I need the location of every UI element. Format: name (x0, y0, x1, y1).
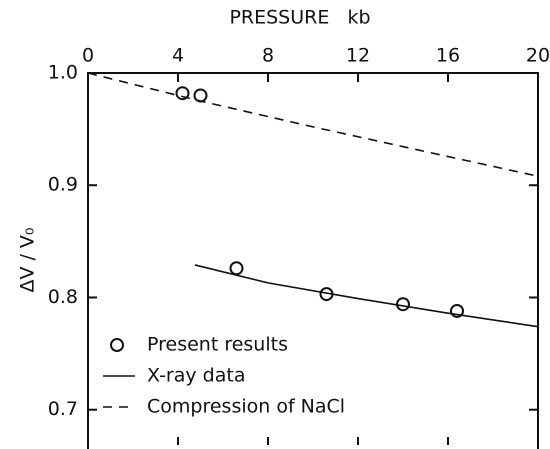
data-point (396, 297, 410, 312)
axis-frame (87, 72, 539, 449)
legend-label: Compression of NaCl (147, 396, 345, 418)
legend-marker (110, 338, 124, 352)
y-tick-label: 0.7 (48, 398, 78, 420)
data-line (87, 72, 539, 178)
data-line (194, 264, 539, 328)
y-tick-label: 0.9 (48, 174, 78, 196)
legend-label: X-ray data (147, 365, 245, 387)
x-tick-label: 4 (172, 45, 184, 67)
x-tick-label: 0 (82, 45, 94, 67)
x-tick-label: 12 (346, 45, 370, 67)
y-tick-label: 0.8 (48, 286, 78, 308)
x-tick-label: 16 (436, 45, 460, 67)
data-point (450, 303, 464, 318)
x-tick-label: 8 (262, 45, 274, 67)
data-point (175, 86, 190, 101)
data-point (229, 261, 244, 276)
x-axis-label: PRESSURE kb (229, 7, 370, 29)
y-tick-label: 1.0 (48, 62, 78, 84)
y-axis-label: ΔV / V₀ (17, 227, 39, 292)
x-tick-label: 20 (526, 45, 550, 67)
legend-label: Present results (147, 334, 288, 356)
data-point (193, 88, 208, 103)
